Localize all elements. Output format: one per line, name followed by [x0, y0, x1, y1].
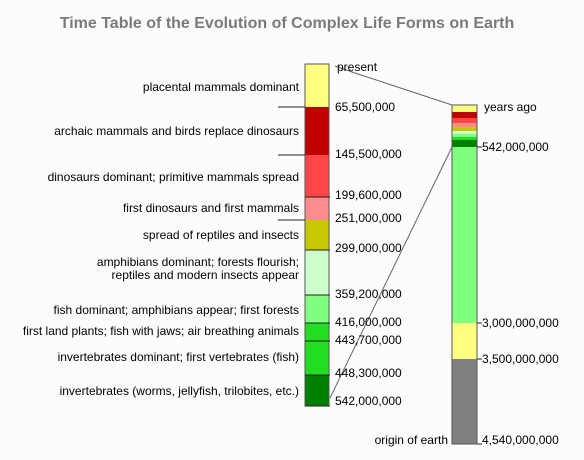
left-boundary-value-10: 542,000,000 [335, 394, 402, 408]
origin-of-earth-label: origin of earth [375, 433, 448, 447]
diagram-title: Time Table of the Evolution of Complex L… [60, 15, 515, 32]
left-boundary-value-8: 443,700,000 [335, 333, 402, 347]
present-connector [334, 65, 356, 74]
left-segment-3 [305, 155, 329, 197]
left-segment-label-2: archaic mammals and birds replace dinosa… [54, 124, 299, 138]
left-segment-label-6-line-1: amphibians dominant; forests flourish; [97, 255, 299, 269]
years-ago-label: years ago [484, 100, 537, 114]
left-segment-7 [305, 295, 329, 323]
left-boundary-value-2: 145,500,000 [335, 147, 402, 161]
left-boundary-value-5: 299,000,000 [335, 241, 402, 255]
left-segment-4 [305, 197, 329, 220]
right-mini-segment-9 [452, 140, 477, 147]
present-label: present [337, 60, 378, 74]
right-mini-segment-1 [452, 105, 477, 112]
right-mini-segment-7 [452, 134, 477, 137]
right-boundary-value-1: 542,000,000 [482, 140, 549, 154]
left-segment-9 [305, 341, 329, 375]
right-mini-segment-8 [452, 137, 477, 140]
right-boundary-value-4: 4,540,000,000 [482, 433, 559, 447]
zoom-connector-bottom [329, 146, 453, 399]
right-mini-segment-4 [452, 123, 477, 127]
left-segment-label-7: fish dominant; amphibians appear; first … [54, 303, 299, 317]
left-segment-label-8: first land plants; fish with jaws; air b… [23, 324, 299, 338]
right-segment-2 [452, 323, 477, 359]
left-boundary-value-9: 448,300,000 [335, 366, 402, 380]
left-segment-label-5: spread of reptiles and insects [143, 228, 299, 242]
left-segment-label-3: dinosaurs dominant; primitive mammals sp… [48, 170, 299, 184]
left-segment-2 [305, 107, 329, 155]
left-segment-label-4: first dinosaurs and first mammals [123, 201, 299, 215]
left-segment-6 [305, 250, 329, 295]
left-segment-10 [305, 375, 329, 406]
left-segment-label-10: invertebrates (worms, jellyfish, trilobi… [60, 384, 299, 398]
left-segment-label-6-line-2: reptiles and modern insects appear [112, 268, 299, 282]
right-mini-segment-6 [452, 131, 477, 134]
right-mini-segment-3 [452, 118, 477, 123]
right-timeline-column: years ago origin of earth 542,000,000 3,0… [375, 100, 559, 447]
left-boundary-value-7: 416,000,000 [335, 315, 402, 329]
right-column-outline [451, 104, 478, 445]
left-boundary-value-4: 251,000,000 [335, 211, 402, 225]
right-segment-1 [452, 147, 477, 323]
left-segment-8 [305, 323, 329, 341]
left-boundary-value-6: 359,200,000 [335, 287, 402, 301]
right-mini-segment-2 [452, 112, 477, 118]
left-segment-1 [305, 64, 329, 107]
left-segment-label-1: placental mammals dominant [143, 80, 300, 94]
left-boundary-value-1: 65,500,000 [335, 100, 395, 114]
right-boundary-value-3: 3,500,000,000 [482, 352, 559, 366]
right-boundary-value-2: 3,000,000,000 [482, 316, 559, 330]
left-timeline-column: present placental mammals dominant archai… [23, 60, 402, 408]
left-segment-label-9: invertebrates dominant; first vertebrate… [58, 350, 299, 364]
right-mini-segment-5 [452, 127, 477, 131]
zoom-connector-top [354, 72, 453, 106]
left-boundary-value-3: 199,600,000 [335, 188, 402, 202]
right-segment-3 [452, 359, 477, 444]
left-segment-5 [305, 220, 329, 250]
